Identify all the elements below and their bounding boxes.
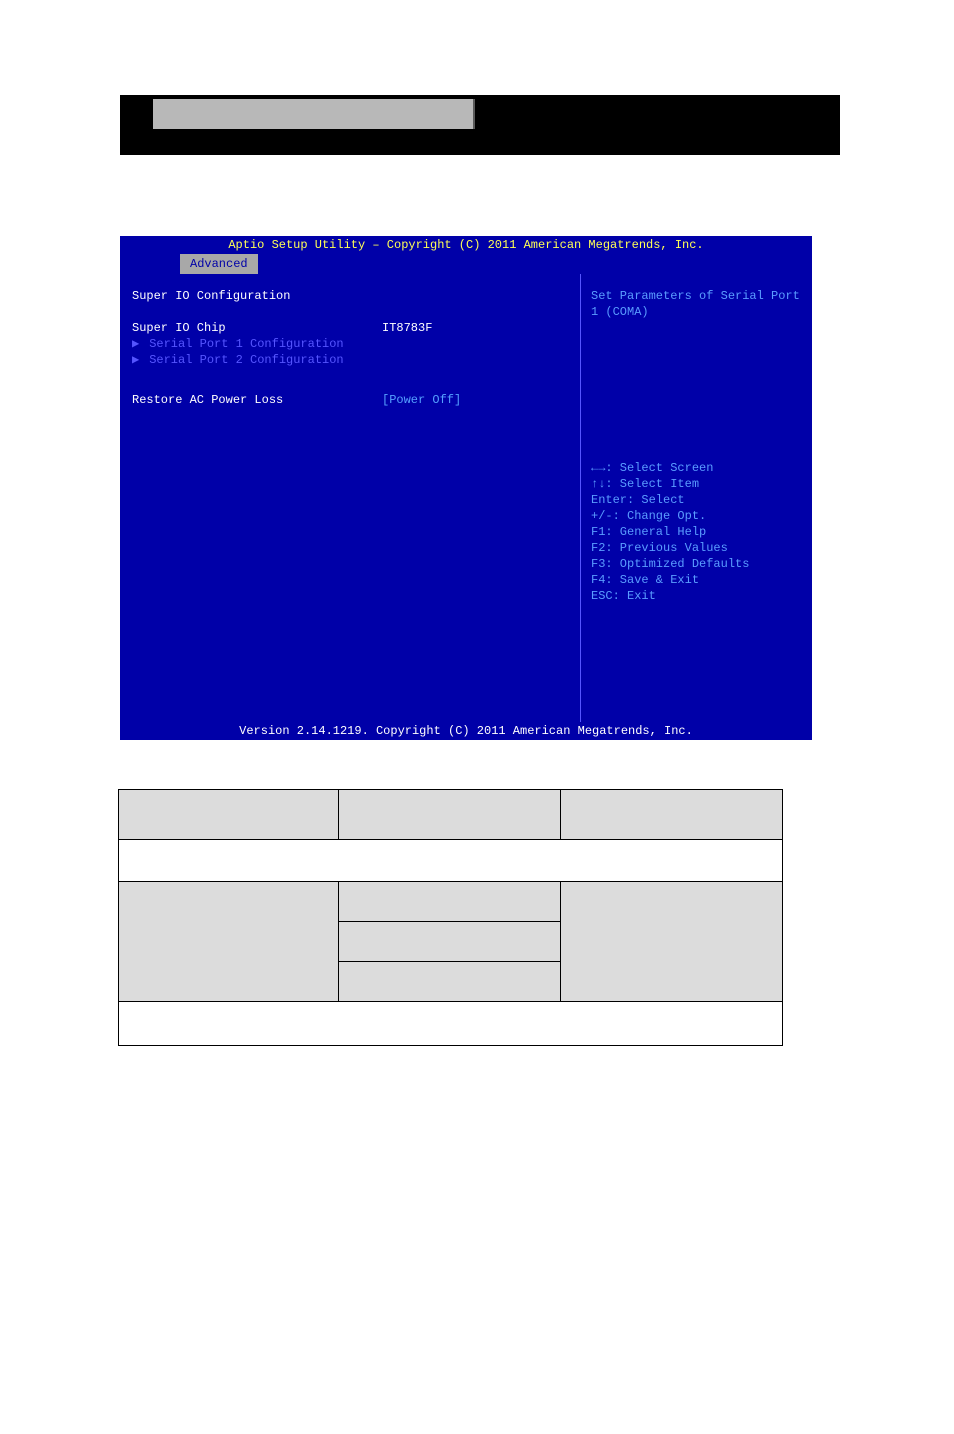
doc-header-divider [473,99,475,129]
nav-line: F1: General Help [591,524,802,540]
submenu-serial1-label: Serial Port 1 Configuration [149,337,343,351]
nav-line: F3: Optimized Defaults [591,556,802,572]
table-opt-cell [339,922,561,962]
section-title: Super IO Configuration [132,288,568,304]
table-header-cell [561,790,783,840]
table-full-cell [119,1002,783,1046]
table-left-cell [119,882,339,1002]
chip-label: Super IO Chip [132,320,382,336]
doc-header [120,95,840,155]
bios-footer: Version 2.14.1219. Copyright (C) 2011 Am… [120,722,812,740]
submenu-serial2-label: Serial Port 2 Configuration [149,353,343,367]
bios-right-pane: Set Parameters of Serial Port 1 (COMA) ←… [580,274,812,722]
triangle-right-icon: ▶ [132,352,142,368]
table-full-cell [119,840,783,882]
table-right-cell [561,882,783,1002]
ac-power-row[interactable]: Restore AC Power Loss [Power Off] [132,392,568,408]
nav-line: Enter: Select [591,492,802,508]
chip-row: Super IO Chip IT8783F [132,320,568,336]
table-opt-cell [339,962,561,1002]
table-header-cell [339,790,561,840]
bios-tab-row: Advanced [120,254,812,274]
nav-line: ESC: Exit [591,588,802,604]
nav-line: +/-: Change Opt. [591,508,802,524]
bios-body: Super IO Configuration Super IO Chip IT8… [120,274,812,722]
nav-line: F4: Save & Exit [591,572,802,588]
bios-left-pane: Super IO Configuration Super IO Chip IT8… [120,274,580,722]
page: Aptio Setup Utility – Copyright (C) 2011… [0,0,954,1434]
chip-value: IT8783F [382,320,432,336]
help-line1: Set Parameters of Serial Port [591,288,802,304]
ac-power-value: [Power Off] [382,392,461,408]
ac-power-label: Restore AC Power Loss [132,392,382,408]
nav-line: ←→: Select Screen [591,460,802,476]
submenu-serial2[interactable]: ▶ Serial Port 2 Configuration [132,352,568,368]
tab-advanced[interactable]: Advanced [180,254,258,274]
table-row [119,882,783,922]
table-opt-cell [339,882,561,922]
submenu-serial1[interactable]: ▶ Serial Port 1 Configuration [132,336,568,352]
bios-title-bar: Aptio Setup Utility – Copyright (C) 2011… [120,236,812,254]
table-header-cell [119,790,339,840]
bios-screenshot: Aptio Setup Utility – Copyright (C) 2011… [120,236,812,740]
spec-table [118,789,783,1046]
triangle-right-icon: ▶ [132,336,142,352]
table-header-row [119,790,783,840]
nav-help-block: ←→: Select Screen ↑↓: Select Item Enter:… [591,460,802,604]
nav-line: F2: Previous Values [591,540,802,556]
table-row [119,1002,783,1046]
table-row [119,840,783,882]
help-line2: 1 (COMA) [591,304,802,320]
nav-line: ↑↓: Select Item [591,476,802,492]
doc-header-left [153,99,473,129]
